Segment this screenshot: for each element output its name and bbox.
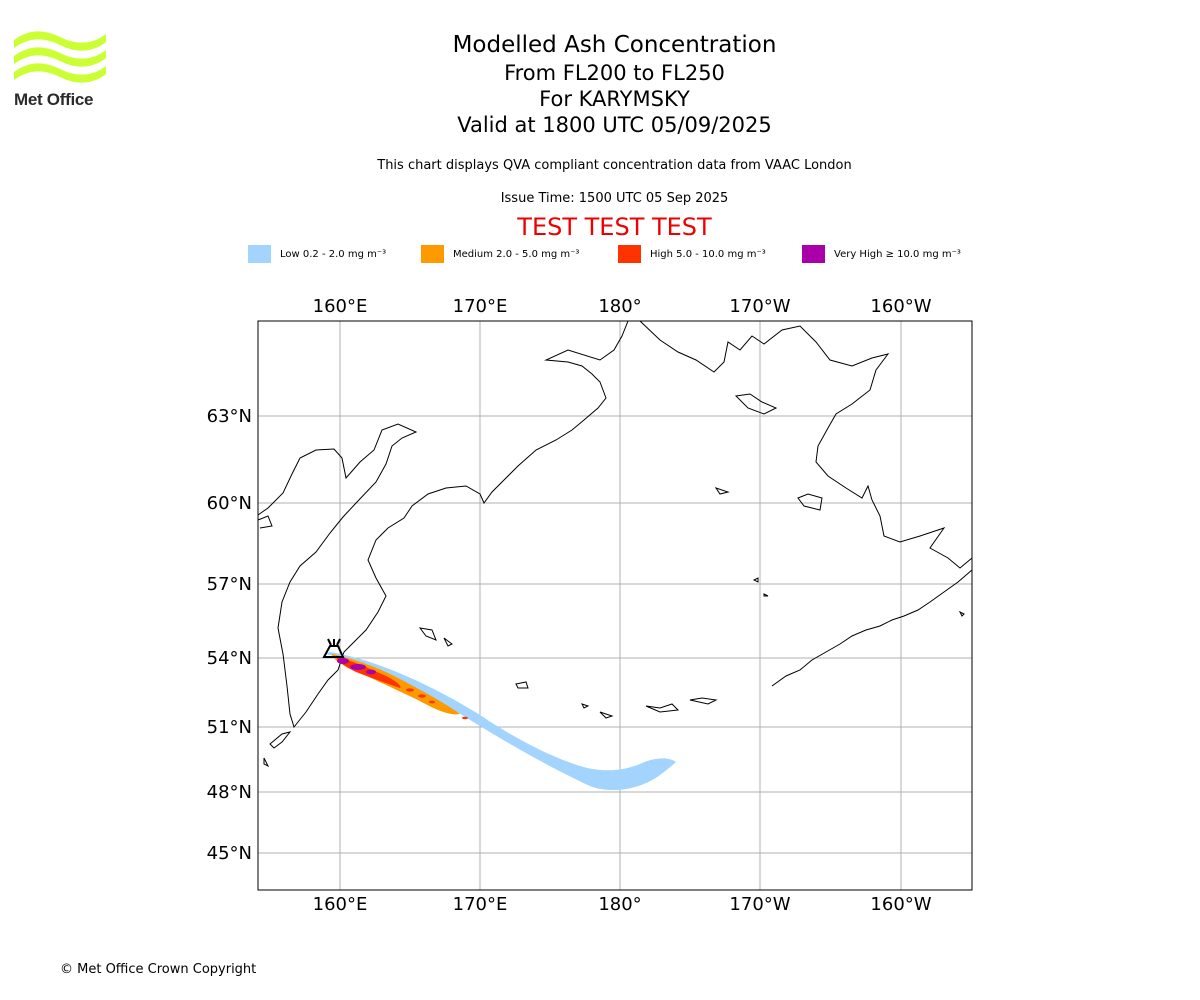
lon-label: 180° [598,894,641,915]
volcano-name: For KARYMSKY [539,87,690,111]
lat-label: 60°N [207,493,252,514]
lon-label: 170°E [453,296,508,317]
lon-label: 160°E [313,296,368,317]
logo-text: Met Office [14,90,94,109]
volcano-icon [322,638,345,658]
met-office-logo: Met Office [14,30,109,110]
lon-label: 170°E [453,894,508,915]
lat-label: 54°N [207,648,252,669]
qva-disclaimer: This chart displays QVA compliant concen… [377,158,852,173]
test-banner: TEST TEST TEST [517,213,712,241]
map-canvas: 160°E 170°E 180° 170°W 160°W 160°E 170°E… [207,296,973,915]
legend-swatch-medium [421,245,444,263]
legend-label-medium: Medium 2.0 - 5.0 mg m⁻³ [453,248,580,260]
map-frame [257,320,973,891]
lon-label: 180° [598,296,641,317]
legend-swatch-very-high [802,245,825,263]
legend-label-low: Low 0.2 - 2.0 mg m⁻³ [280,248,387,260]
flight-level-range: From FL200 to FL250 [504,61,725,85]
legend-label-high: High 5.0 - 10.0 mg m⁻³ [650,248,766,260]
ash-very-high-region [337,658,349,664]
legend-item-high: High 5.0 - 10.0 mg m⁻³ [618,244,766,264]
coastlines [257,320,973,768]
lon-label: 160°W [870,296,931,317]
lat-labels: 63°N 60°N 57°N 54°N 51°N 48°N 45°N [207,406,252,864]
legend-item-medium: Medium 2.0 - 5.0 mg m⁻³ [421,244,579,264]
lon-label: 160°W [870,894,931,915]
lon-label: 160°E [313,894,368,915]
lat-label: 57°N [207,574,252,595]
issue-time: Issue Time: 1500 UTC 05 Sep 2025 [500,191,729,206]
lat-label: 45°N [207,843,252,864]
ash-plume [326,652,676,791]
ash-very-high-region [366,669,376,675]
ash-map: 160°E 170°E 180° 170°W 160°W 160°E 170°E… [0,280,1200,964]
lat-label: 51°N [207,717,252,738]
legend-label-very-high: Very High ≥ 10.0 mg m⁻³ [834,248,961,260]
graticule [258,321,972,890]
ash-high-blob [462,716,468,720]
legend-swatch-high [618,245,641,263]
lon-labels-top: 160°E 170°E 180° 170°W 160°W [313,296,932,317]
ash-high-blob [406,688,414,692]
lon-label: 170°W [729,894,790,915]
wave-stripes-icon [14,31,106,83]
chart-titles: Modelled Ash Concentration From FL200 to… [0,30,1200,138]
chart-title: Modelled Ash Concentration [452,32,777,58]
copyright: © Met Office Crown Copyright [60,962,257,977]
ash-high-blob [418,694,426,698]
lat-label: 63°N [207,406,252,427]
lat-label: 48°N [207,782,252,803]
ash-very-high-region [350,664,366,670]
legend-swatch-low [248,245,271,263]
lon-label: 170°W [729,296,790,317]
ash-high-blob [429,700,435,704]
valid-time: Valid at 1800 UTC 05/09/2025 [457,113,772,137]
legend-item-very-high: Very High ≥ 10.0 mg m⁻³ [802,244,961,264]
legend-item-low: Low 0.2 - 2.0 mg m⁻³ [248,244,386,264]
lon-labels-bottom: 160°E 170°E 180° 170°W 160°W [313,894,932,915]
